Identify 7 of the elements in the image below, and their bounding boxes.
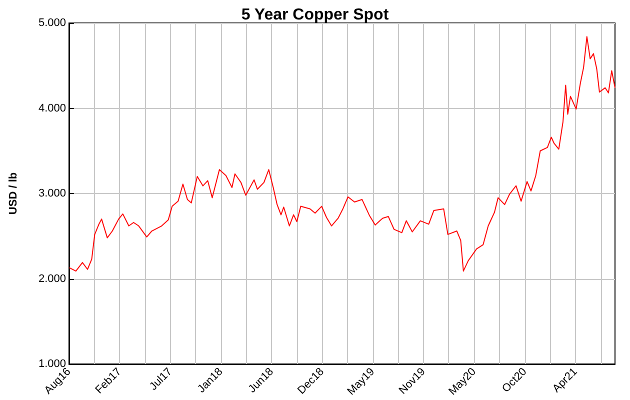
y-tick-label: 2.000: [38, 272, 66, 285]
y-tick-label: 3.000: [38, 188, 66, 200]
chart-title: 5 Year Copper Spot: [241, 6, 390, 24]
y-axis-title: USD / lb: [8, 172, 20, 215]
y-tick-label: 4.000: [38, 102, 66, 114]
y-tick-label: 5.000: [38, 17, 66, 29]
line-series: [68, 36, 616, 272]
